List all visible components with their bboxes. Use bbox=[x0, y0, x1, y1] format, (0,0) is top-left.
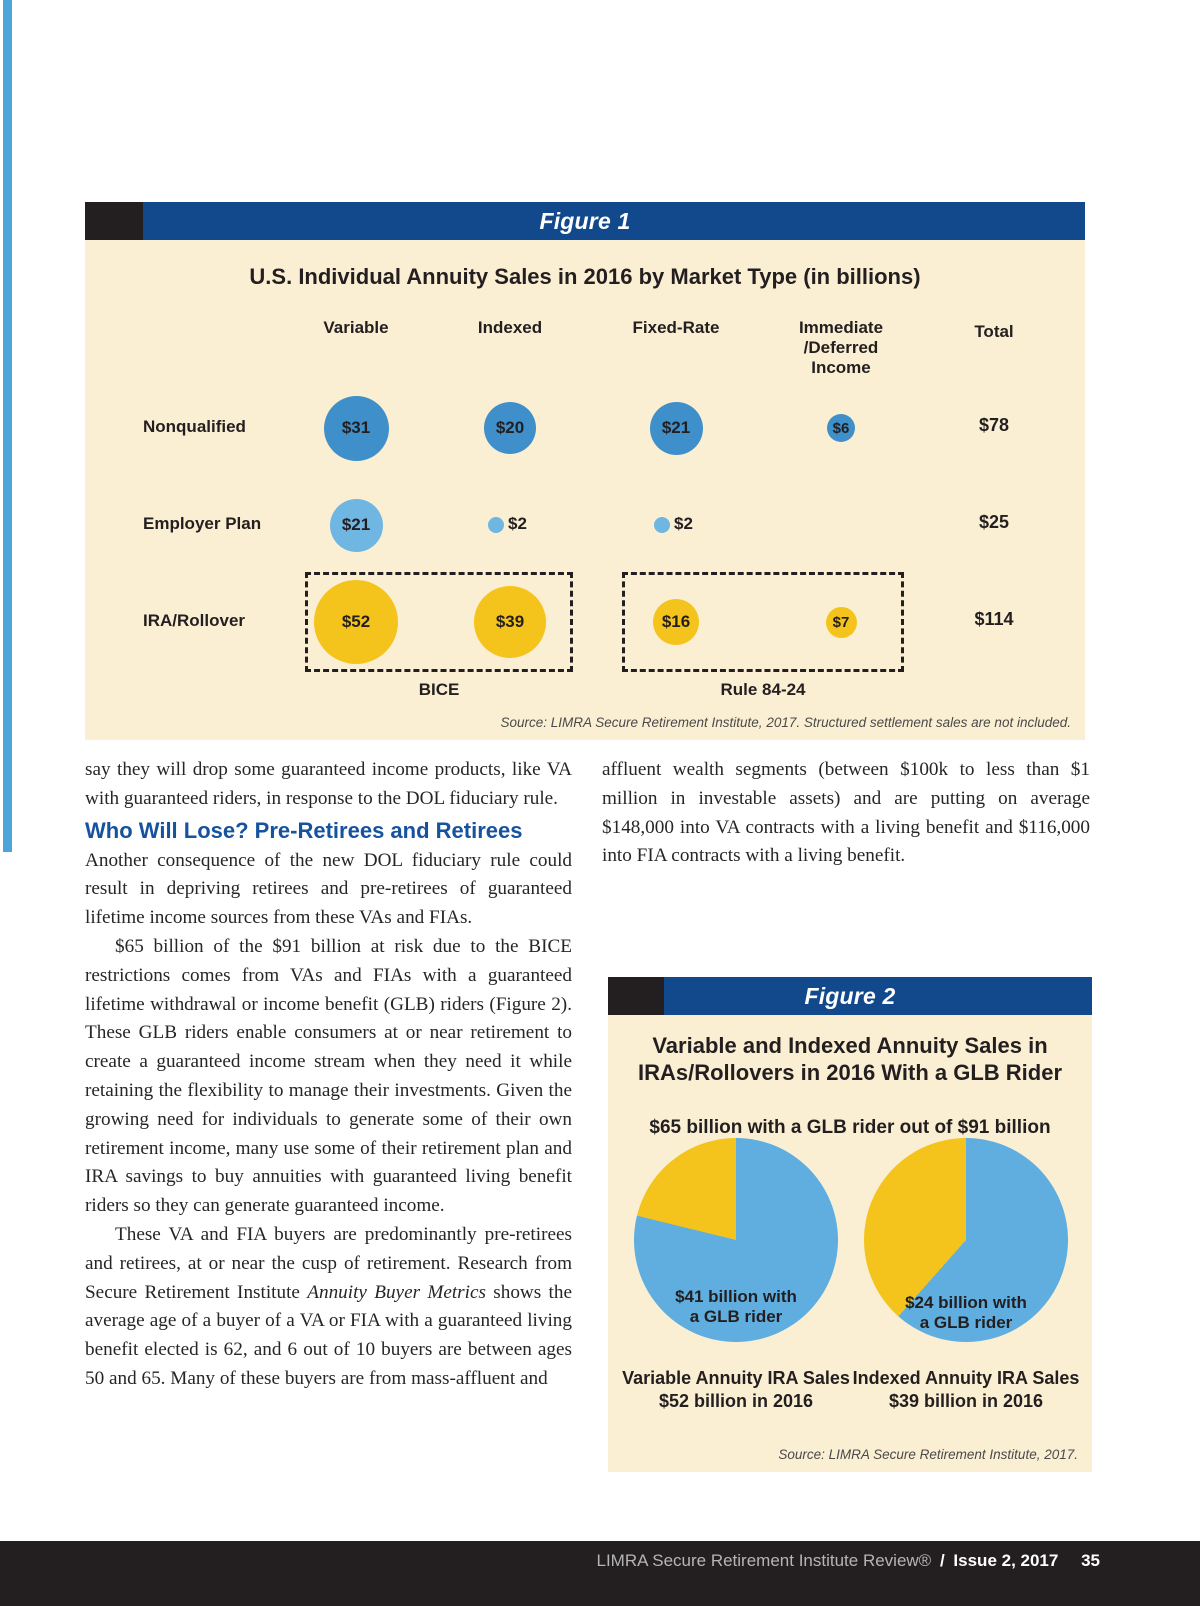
publication-title-italic: Annuity Buyer Metrics bbox=[307, 1281, 486, 1303]
bubble-value-label: $2 bbox=[508, 514, 527, 533]
figure2-source: Source: LIMRA Secure Retirement Institut… bbox=[778, 1447, 1078, 1462]
pie-caption-indexed: Indexed Annuity IRA Sales $39 billion in… bbox=[852, 1368, 1080, 1411]
paragraph-text: These VA and FIA buyers are predominantl… bbox=[85, 1223, 572, 1303]
sales-bubble: $6 bbox=[827, 414, 855, 442]
sales-bubble: $20 bbox=[484, 402, 536, 454]
paragraph: affluent wealth segments (between $100k … bbox=[602, 759, 1090, 867]
figure1-title: U.S. Individual Annuity Sales in 2016 by… bbox=[249, 264, 921, 289]
sales-bubble: $7 bbox=[825, 606, 857, 638]
paragraph: Another consequence of the new DOL fiduc… bbox=[85, 849, 572, 929]
pie-chart-indexed-annuity bbox=[864, 1138, 1068, 1342]
sales-bubble: $52 bbox=[314, 580, 398, 664]
rule-84-24-dashed-box bbox=[622, 572, 904, 672]
sales-bubble: $31 bbox=[323, 395, 389, 461]
bice-dashed-box bbox=[305, 572, 573, 672]
paragraph: These VA and FIA buyers are predominantl… bbox=[85, 1221, 572, 1394]
figure2-label: Figure 2 bbox=[804, 982, 896, 1009]
sales-bubble bbox=[488, 517, 504, 533]
sales-bubble: $21 bbox=[329, 498, 383, 552]
paragraph: $65 billion of the $91 billion at risk d… bbox=[85, 935, 572, 1217]
footer-separator: / bbox=[939, 1551, 945, 1570]
total-value: $25 bbox=[978, 512, 1010, 532]
row-label-nonqualified: Nonqualified bbox=[143, 417, 246, 436]
sales-bubble: $16 bbox=[653, 599, 699, 645]
pie-chart-variable-annuity bbox=[634, 1138, 838, 1342]
footer-page-number: 35 bbox=[1081, 1551, 1100, 1570]
figure2-header-bar: Figure 2 bbox=[608, 977, 1092, 1015]
pie-slice-label: $24 billion with a GLB rider bbox=[905, 1293, 1027, 1333]
footer-issue: Issue 2, 2017 bbox=[953, 1551, 1059, 1570]
figure2-black-tab bbox=[608, 977, 664, 1015]
bubble-value-label: $2 bbox=[674, 514, 693, 533]
page-footer-bar: LIMRA Secure Retirement Institute Review… bbox=[0, 1541, 1200, 1606]
section-heading: Who Will Lose? Pre-Retirees and Retirees bbox=[85, 817, 523, 843]
paragraph-text: shows the average age of a buyer of a VA… bbox=[85, 1281, 572, 1389]
figure1-panel: Figure 1 U.S. Individual Annuity Sales i… bbox=[85, 202, 1085, 740]
figure2-title: Variable and Indexed Annuity Sales in IR… bbox=[637, 1033, 1062, 1085]
figure1-body: U.S. Individual Annuity Sales in 2016 by… bbox=[85, 240, 1085, 740]
figure1-source: Source: LIMRA Secure Retirement Institut… bbox=[500, 715, 1071, 730]
figure1-label: Figure 1 bbox=[539, 207, 631, 234]
footer-publication-name: LIMRA Secure Retirement Institute Review… bbox=[596, 1551, 932, 1570]
paragraph: say they will drop some guaranteed incom… bbox=[85, 759, 572, 809]
rule-84-24-label: Rule 84-24 bbox=[720, 680, 806, 699]
column-header-fixed-rate: Fixed-Rate bbox=[632, 318, 720, 337]
column-header-total: Total bbox=[974, 322, 1014, 341]
row-label-employer-plan: Employer Plan bbox=[143, 514, 262, 533]
total-value: $114 bbox=[974, 609, 1014, 629]
left-accent-strip bbox=[3, 0, 12, 852]
pie-caption-variable: Variable Annuity IRA Sales $52 billion i… bbox=[622, 1368, 850, 1411]
column-header-indexed: Indexed bbox=[477, 318, 543, 337]
row-label-ira-rollover: IRA/Rollover bbox=[143, 611, 246, 630]
figure1-black-tab bbox=[85, 202, 143, 240]
column-header-variable: Variable bbox=[323, 318, 389, 337]
sales-bubble bbox=[654, 517, 670, 533]
sales-bubble: $21 bbox=[649, 401, 703, 455]
figure2-subtitle: $65 billion with a GLB rider out of $91 … bbox=[649, 1117, 1051, 1138]
total-value: $78 bbox=[978, 415, 1010, 435]
article-left-column: say they will drop some guaranteed incom… bbox=[85, 756, 572, 1394]
article-right-column: affluent wealth segments (between $100k … bbox=[602, 756, 1090, 871]
figure2-body: Variable and Indexed Annuity Sales in IR… bbox=[608, 1015, 1092, 1472]
bice-label: BICE bbox=[418, 680, 460, 699]
figure1-header-bar: Figure 1 bbox=[85, 202, 1085, 240]
pie-slice-label: $41 billion with a GLB rider bbox=[675, 1287, 797, 1327]
sales-bubble: $39 bbox=[474, 586, 546, 658]
figure2-panel: Figure 2 Variable and Indexed Annuity Sa… bbox=[608, 977, 1092, 1472]
column-header-immediate-deferred-income: Immediate /Deferred Income bbox=[798, 318, 884, 378]
